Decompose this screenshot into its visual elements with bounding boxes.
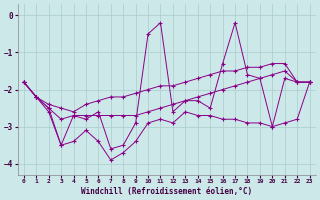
- X-axis label: Windchill (Refroidissement éolien,°C): Windchill (Refroidissement éolien,°C): [81, 187, 252, 196]
